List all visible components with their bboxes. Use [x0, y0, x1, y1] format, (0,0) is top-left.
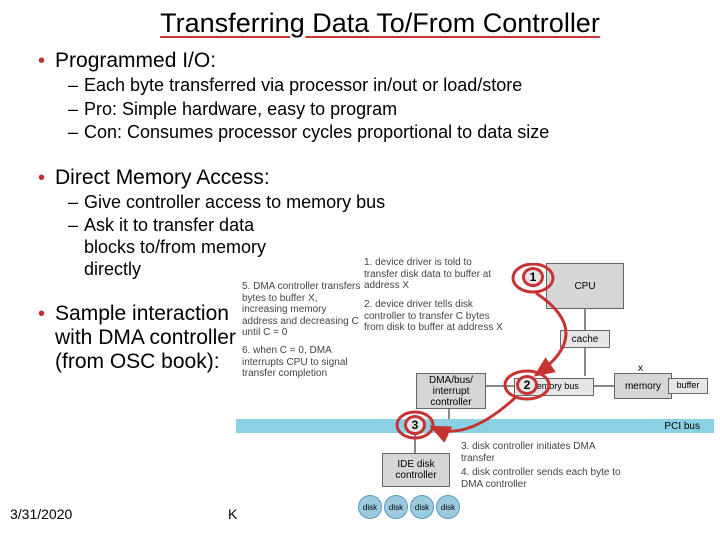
slide: Transferring Data To/From Controller • P…: [0, 0, 720, 540]
bullet-dma: • Direct Memory Access:: [38, 166, 690, 190]
step-badge-1: 1: [522, 267, 544, 287]
disk-icon: disk: [384, 495, 408, 519]
line: [584, 309, 586, 331]
sub-bullet: –Give controller access to memory bus: [68, 192, 690, 214]
annotation-4: 4. disk controller sends each byte to DM…: [461, 467, 621, 490]
bullet-sample: • Sample interaction with DMA controller…: [38, 302, 248, 374]
slide-title: Transferring Data To/From Controller: [30, 8, 690, 39]
ide-controller-box: IDE disk controller: [382, 453, 450, 487]
pci-bus-box: PCI bus: [236, 419, 714, 433]
sub-bullet-text: Each byte transferred via processor in/o…: [84, 75, 522, 97]
buffer-x-label: x: [638, 363, 643, 374]
line: [414, 433, 416, 453]
footer-date: 3/31/2020: [10, 506, 72, 522]
line: [594, 385, 614, 387]
dash-icon: –: [68, 75, 78, 97]
sub-bullet-text: Pro: Simple hardware, easy to program: [84, 99, 397, 121]
buffer-box: buffer: [668, 378, 708, 394]
annotation-6: 6. when C = 0, DMA interrupts CPU to sig…: [242, 345, 362, 380]
disk-icon: disk: [436, 495, 460, 519]
annotation-5: 5. DMA controller transfers bytes to buf…: [242, 281, 362, 339]
cpu-box: CPU: [546, 263, 624, 309]
sub-bullet: –Pro: Simple hardware, easy to program: [68, 99, 690, 121]
dash-icon: –: [68, 192, 78, 214]
bullet-dma-text: Direct Memory Access:: [55, 166, 270, 190]
bullet-dot-icon: •: [38, 50, 45, 73]
bullet-dot-icon: •: [38, 167, 45, 190]
sub-bullet-text: Give controller access to memory bus: [84, 192, 385, 214]
annotation-2: 2. device driver tells disk controller t…: [364, 299, 504, 334]
cache-box: cache: [560, 330, 610, 348]
bullet-dot-icon: •: [38, 303, 45, 326]
dma-diagram: CPU cache DMA/bus/ interrupt controller …: [236, 263, 716, 523]
disks-row: disk disk disk disk: [358, 495, 460, 519]
line: [584, 348, 586, 376]
bullet-pio: • Programmed I/O:: [38, 49, 690, 73]
disk-icon: disk: [358, 495, 382, 519]
step-badge-2: 2: [516, 375, 538, 395]
memory-box: memory: [614, 373, 672, 399]
dma-controller-box: DMA/bus/ interrupt controller: [416, 373, 486, 409]
dash-icon: –: [68, 122, 78, 144]
dash-icon: –: [68, 215, 78, 237]
line: [486, 385, 514, 387]
annotation-1: 1. device driver is told to transfer dis…: [364, 257, 504, 292]
bullet-sample-text: Sample interaction with DMA controller (…: [55, 302, 248, 374]
disk-icon: disk: [410, 495, 434, 519]
dash-icon: –: [68, 99, 78, 121]
bullet-pio-text: Programmed I/O:: [55, 49, 216, 73]
sub-bullet-text: Con: Consumes processor cycles proportio…: [84, 122, 549, 144]
annotation-3: 3. disk controller initiates DMA transfe…: [461, 441, 621, 464]
sub-bullet: –Each byte transferred via processor in/…: [68, 75, 690, 97]
sub-bullet: –Con: Consumes processor cycles proporti…: [68, 122, 690, 144]
step-badge-3: 3: [404, 415, 426, 435]
